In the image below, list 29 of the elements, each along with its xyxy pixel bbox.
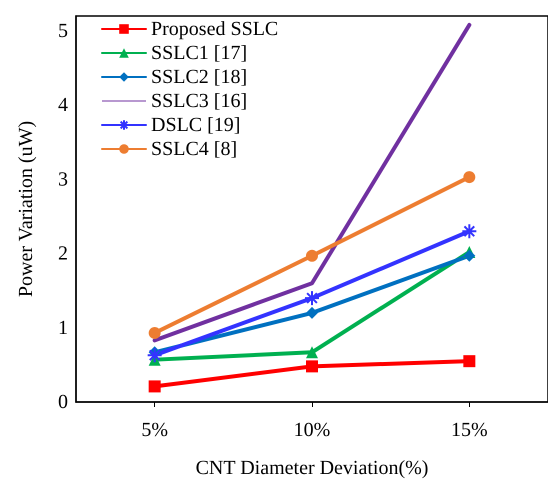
legend-label: DSLC [19]	[151, 114, 240, 136]
legend-label: Proposed SSLC	[151, 18, 278, 40]
legend-label: SSLC2 [18]	[151, 66, 248, 88]
point	[148, 326, 161, 339]
y-tick-label: 4	[58, 94, 68, 116]
x-tick-label: 5%	[141, 419, 168, 441]
y-tick-label: 0	[58, 391, 68, 413]
point	[306, 306, 318, 319]
x-tick-label: 10%	[294, 419, 330, 441]
y-tick-label: 2	[58, 242, 68, 265]
legend-label: SSLC4 [8]	[151, 138, 238, 160]
point	[146, 347, 163, 364]
point	[463, 355, 476, 368]
y-tick-label: 1	[58, 316, 68, 339]
point	[306, 360, 318, 372]
y-tick-label: 3	[58, 168, 68, 190]
x-tick-label: 15%	[450, 419, 488, 441]
point	[461, 223, 478, 240]
point	[306, 250, 318, 262]
y-axis-title: Power Variation (uW)	[15, 120, 37, 298]
point	[463, 250, 476, 262]
point	[304, 290, 320, 306]
legend-label: SSLC1 [17]	[151, 42, 248, 64]
point	[148, 380, 161, 392]
point	[463, 171, 476, 184]
y-tick-label: 5	[58, 20, 68, 42]
legend-label: SSLC3 [16]	[151, 90, 248, 112]
x-axis-title: CNT Diameter Deviation(%)	[196, 457, 428, 479]
point	[306, 346, 318, 358]
